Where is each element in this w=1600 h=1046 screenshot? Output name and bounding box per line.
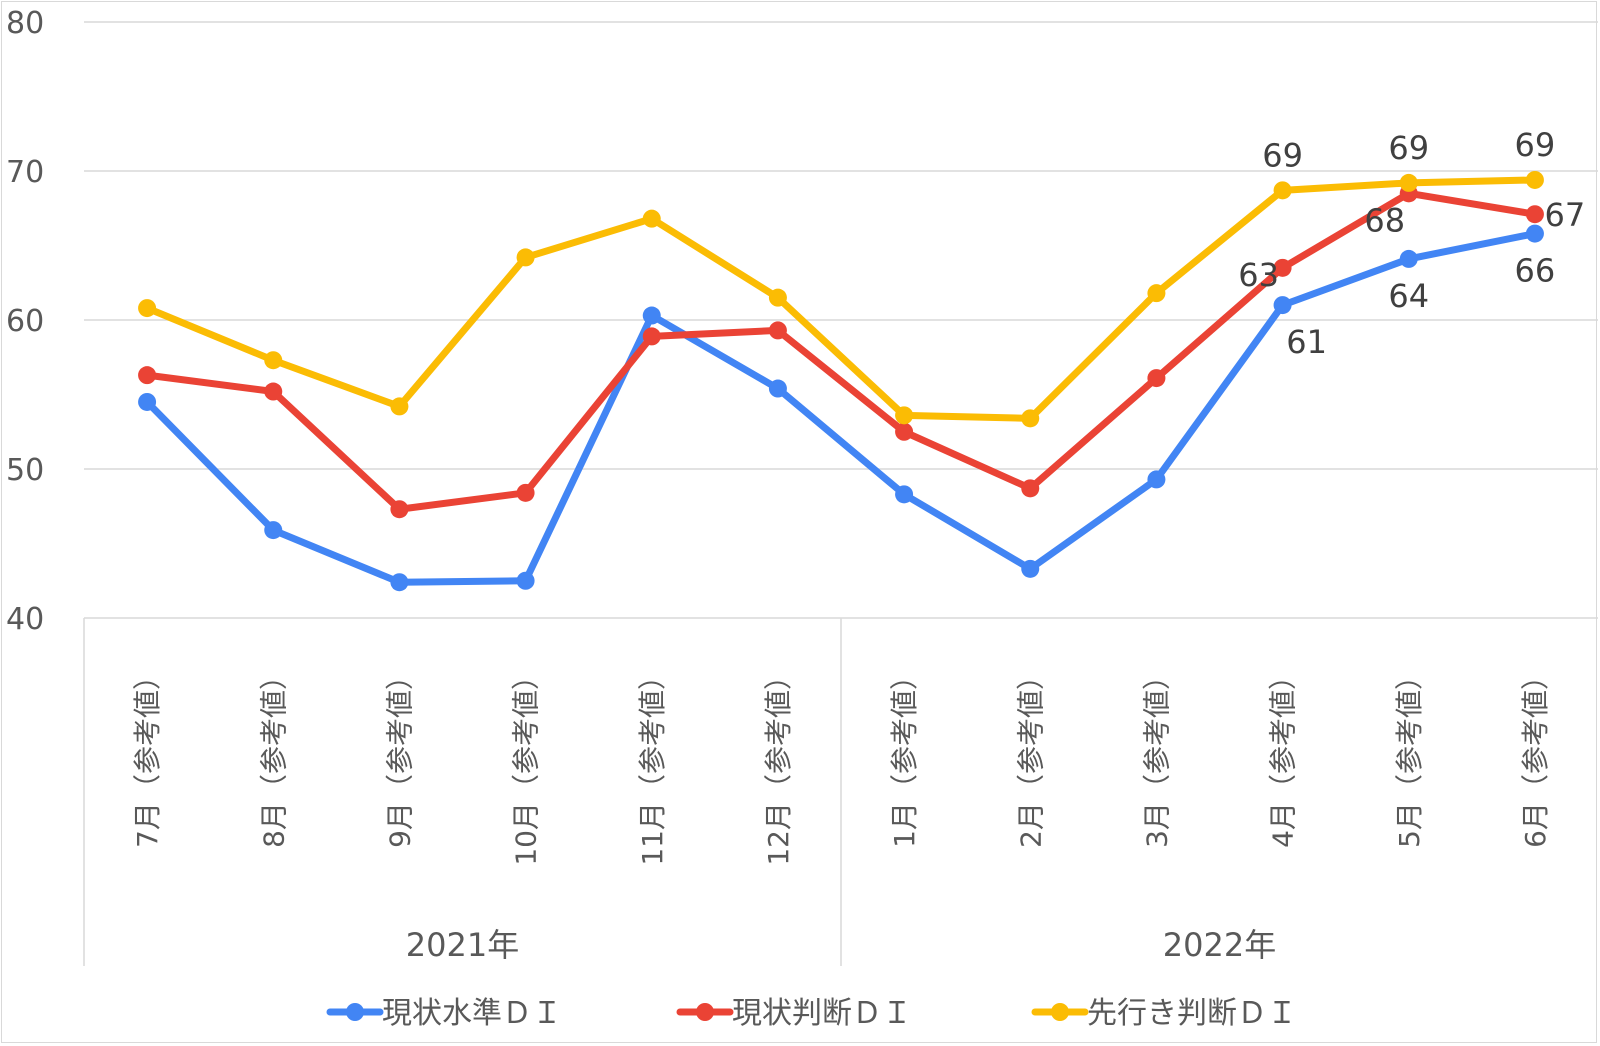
x-tick-label: 6月（参考値） [1519,662,1552,848]
series-2-point [1147,284,1166,303]
series-line-0 [143,230,1539,586]
series-line-2 [143,176,1539,422]
series-1-point [1021,479,1040,498]
series-0-point [1273,296,1292,315]
legend-label: 先行き判断ＤＩ [1087,996,1297,1031]
legend-label: 現状水準ＤＩ [382,996,562,1031]
y-tick-label: 60 [6,304,44,339]
data-label: 69 [1515,126,1556,164]
data-label: 67 [1545,196,1586,234]
x-tick-label: 10月（参考値） [510,662,543,866]
series-2-point [390,397,409,416]
legend-marker-2 [1051,1003,1069,1021]
series-0-point [390,573,409,592]
series-0-point [642,306,661,325]
series-2-point [138,299,157,318]
series-2-point [1525,170,1544,189]
y-tick-label: 50 [6,453,44,488]
data-label: 64 [1388,277,1429,315]
series-0-point [1021,559,1040,578]
series-0-point [1147,470,1166,489]
x-tick-label: 7月（参考値） [131,662,164,848]
y-tick-label: 40 [6,602,44,637]
series-2-point [1273,181,1292,200]
series-1-point [895,422,914,441]
series-0-point [1525,224,1544,243]
x-tick-label: 8月（参考値） [257,662,290,848]
data-label: 69 [1388,129,1429,167]
series-0-point [1399,249,1418,268]
x-tick-label: 9月（参考値） [383,662,416,848]
x-tick-label: 12月（参考値） [762,662,795,866]
data-label: 61 [1286,323,1327,361]
series-0-point [895,485,914,504]
y-tick-label: 70 [6,155,44,190]
x-tick-label: 1月（参考値） [888,662,921,848]
series-2-point [895,406,914,425]
x-tick-label: 5月（参考値） [1393,662,1426,848]
series-2-point [264,351,283,370]
legend-marker-0 [346,1003,364,1021]
data-label: 63 [1238,256,1279,294]
series-line-1 [143,189,1539,513]
series-0-point [264,521,283,540]
series-1-point [516,483,535,502]
series-1-point [264,382,283,401]
legend-label: 現状判断ＤＩ [732,996,912,1031]
y-tick-label: 80 [6,6,44,41]
x-tick-label: 2月（参考値） [1014,662,1047,848]
group-label: 2021年 [406,926,519,964]
series-1-point [138,366,157,385]
series-0-point [138,392,157,411]
series-1-point [1525,205,1544,224]
legend-marker-1 [696,1003,714,1021]
data-label: 69 [1262,136,1303,174]
x-tick-label: 4月（参考値） [1267,662,1300,848]
group-label: 2022年 [1163,926,1276,964]
series-2-point [642,209,661,228]
x-tick-label: 11月（参考値） [636,662,669,866]
data-label: 66 [1515,252,1556,290]
series-1-point [1147,369,1166,388]
series-2-point [1021,409,1040,428]
series-2-point [516,248,535,267]
series-0-point [768,379,787,398]
data-label: 68 [1364,201,1405,239]
series-1-point [1273,258,1292,277]
series-1-point [768,321,787,340]
series-2-point [768,288,787,307]
series-1-point [390,500,409,519]
series-2-point [1399,173,1418,192]
series-1-point [642,327,661,346]
x-tick-label: 3月（参考値） [1140,662,1173,848]
series-0-point [516,571,535,590]
